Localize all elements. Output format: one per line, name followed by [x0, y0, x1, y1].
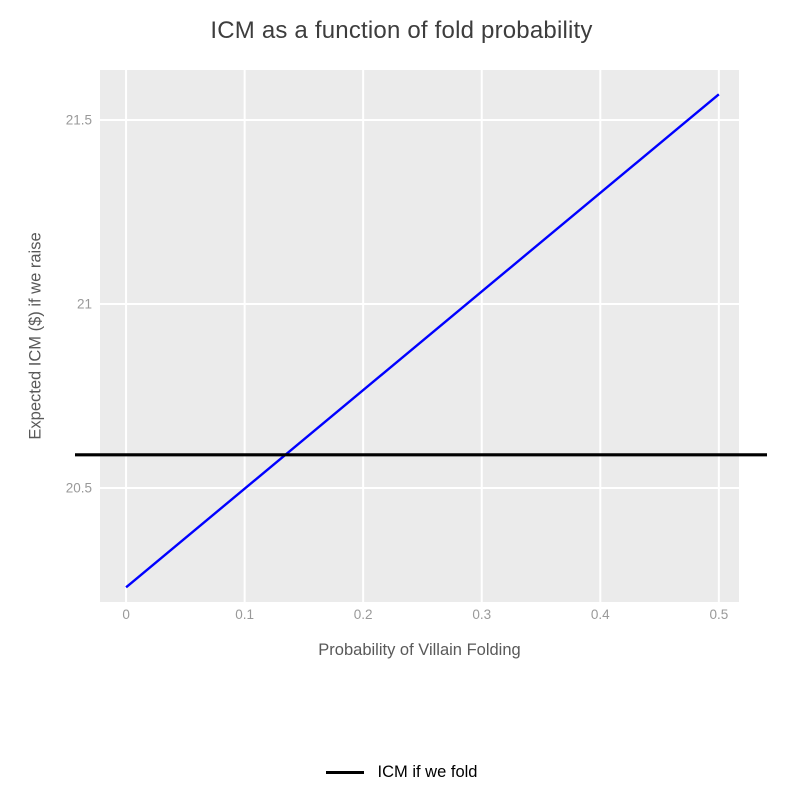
x-axis-title: Probability of Villain Folding	[318, 641, 521, 659]
legend-label: ICM if we fold	[377, 762, 478, 781]
x-tick-label: 0.5	[709, 607, 729, 622]
x-tick-label: 0.2	[353, 607, 373, 622]
x-tick-label: 0.1	[235, 607, 255, 622]
x-tick-label: 0	[122, 607, 130, 622]
y-tick-label: 20.5	[65, 480, 92, 496]
plot-panel	[100, 70, 739, 602]
legend: ICM if we fold	[0, 761, 803, 783]
y-axis-title: Expected ICM ($) if we raise	[26, 232, 45, 440]
chart-title: ICM as a function of fold probability	[210, 17, 593, 44]
y-tick-label: 21	[76, 296, 92, 312]
legend-line-sample	[325, 770, 364, 774]
y-tick-label: 21.5	[65, 112, 92, 128]
x-tick-label: 0.3	[472, 607, 492, 622]
x-tick-label: 0.4	[590, 607, 610, 622]
